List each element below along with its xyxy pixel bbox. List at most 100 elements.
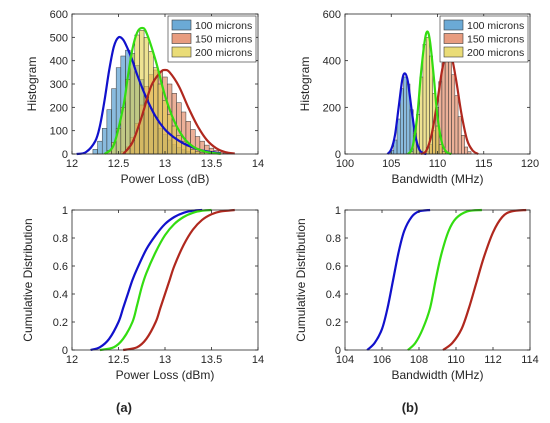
histogram-bar [157,83,163,155]
y-tick-label: 200 [50,102,68,114]
x-tick-label: 12 [66,158,78,170]
legend-swatch [171,46,192,58]
legend-swatch [171,33,192,44]
x-tick-label: 114 [521,354,539,366]
legend-label: 100 microns [467,20,524,32]
legend-label: 150 microns [467,34,524,46]
histogram-bar [444,55,449,155]
fit-curve-3 [103,26,221,155]
x-tick-label: 13.5 [201,354,222,366]
y-tick-label: 100 [50,126,68,138]
y-tick-label: 300 [50,79,68,91]
x-tick-label: 110 [429,158,447,170]
panel-label-a: (a) [116,400,132,415]
histogram-bar [92,149,98,155]
plot-area [72,210,258,350]
chart-2: 100 105 110 115 120 0 200 400 600 Bandwidth (MHz)… [298,9,539,186]
y-tick-label: 0 [335,345,341,357]
cdf-line-2 [99,208,212,352]
x-tick-label: 12.5 [108,158,129,170]
legend-swatch [171,19,192,31]
histogram-bar [422,44,427,155]
plot-area [345,210,530,350]
legend-swatch [443,46,464,58]
x-tick-label: 13 [159,158,171,170]
legend-swatch [443,19,464,31]
y-tick-label: 0.8 [53,233,68,245]
x-axis-label: Power Loss (dBm) [116,368,215,382]
histogram-bar [425,37,430,155]
histogram-bar [106,109,112,155]
y-tick-label: 400 [50,56,68,68]
fit-curve-2 [122,68,235,155]
chart-3: 12 12.5 13 13.5 14 0 0.2 0.4 0.6 0.8 1 Power Loss (… [21,205,264,382]
y-tick-label: 0.6 [326,261,341,273]
y-tick-label: 600 [323,9,341,21]
x-tick-label: 105 [382,158,400,170]
x-tick-label: 14 [252,158,264,170]
x-tick-label: 100 [336,158,354,170]
histogram-bar [190,149,196,155]
histogram-bar [457,116,462,155]
cdf-line-1 [90,208,203,352]
y-tick-label: 0 [62,345,68,357]
histogram-bar [448,60,452,155]
y-axis-label: Histogram [25,57,39,112]
y-tick-label: 0 [335,149,341,161]
chart-4: 104 106 108 110 112 114 0 0.2 0.4 0.6 0.8 1 Bandwidt… [294,205,539,382]
y-tick-label: 600 [50,9,68,21]
legend-label: 100 microns [195,20,252,32]
legend-label: 150 microns [195,34,252,46]
fit-curve-1 [76,35,221,156]
fit-curve-3 [406,30,452,156]
histogram-bar [451,74,456,155]
y-tick-label: 0.2 [326,317,341,329]
x-axis-label: Bandwidth (MHz) [391,368,483,382]
cdf-line-2 [407,208,483,351]
x-axis-label: Bandwidth (MHz) [391,172,483,186]
x-tick-label: 110 [447,354,465,366]
y-tick-label: 1 [62,205,68,217]
y-tick-label: 0.4 [326,289,341,301]
x-tick-label: 115 [475,158,493,170]
legend-label: 200 microns [467,47,524,59]
x-tick-label: 12.5 [108,354,129,366]
histogram-bar [101,128,108,155]
axes-box [344,209,531,351]
y-tick-label: 400 [323,56,341,68]
histogram-bar [97,140,103,155]
chart-1: 12 12.5 13 13.5 14 0 100 200 300 400 500 600 Power L… [25,9,264,186]
y-tick-label: 0.8 [326,233,341,245]
y-axis-label: Histogram [298,57,312,112]
legend-label: 200 microns [195,47,252,59]
fit-curve-1 [386,72,427,156]
x-axis-label: Power Loss (dB) [121,172,210,186]
x-tick-label: 112 [484,354,502,366]
histogram-bar [403,76,408,155]
legend-swatch [443,33,464,44]
cdf-line-3 [442,208,527,351]
x-tick-label: 13 [159,354,171,366]
histogram-bar [454,95,459,155]
y-tick-label: 0.2 [53,317,68,329]
cdf-line-3 [122,208,235,352]
y-tick-label: 0 [62,149,68,161]
x-tick-label: 108 [410,354,428,366]
y-tick-label: 500 [50,32,68,44]
histogram-bar [194,150,201,155]
y-tick-label: 200 [323,102,341,114]
histogram-bar [461,135,465,155]
y-axis-label: Cumulative Distribution [294,218,308,341]
x-tick-label: 14 [252,354,264,366]
y-tick-label: 0.4 [53,289,68,301]
y-tick-label: 0.6 [53,261,68,273]
x-tick-label: 104 [336,354,354,366]
cdf-line-1 [366,208,431,351]
panel-label-b: (b) [402,400,419,415]
histogram-bar [176,135,182,155]
x-tick-label: 13.5 [201,158,222,170]
histogram-bar [464,146,469,155]
x-tick-label: 12 [66,354,78,366]
